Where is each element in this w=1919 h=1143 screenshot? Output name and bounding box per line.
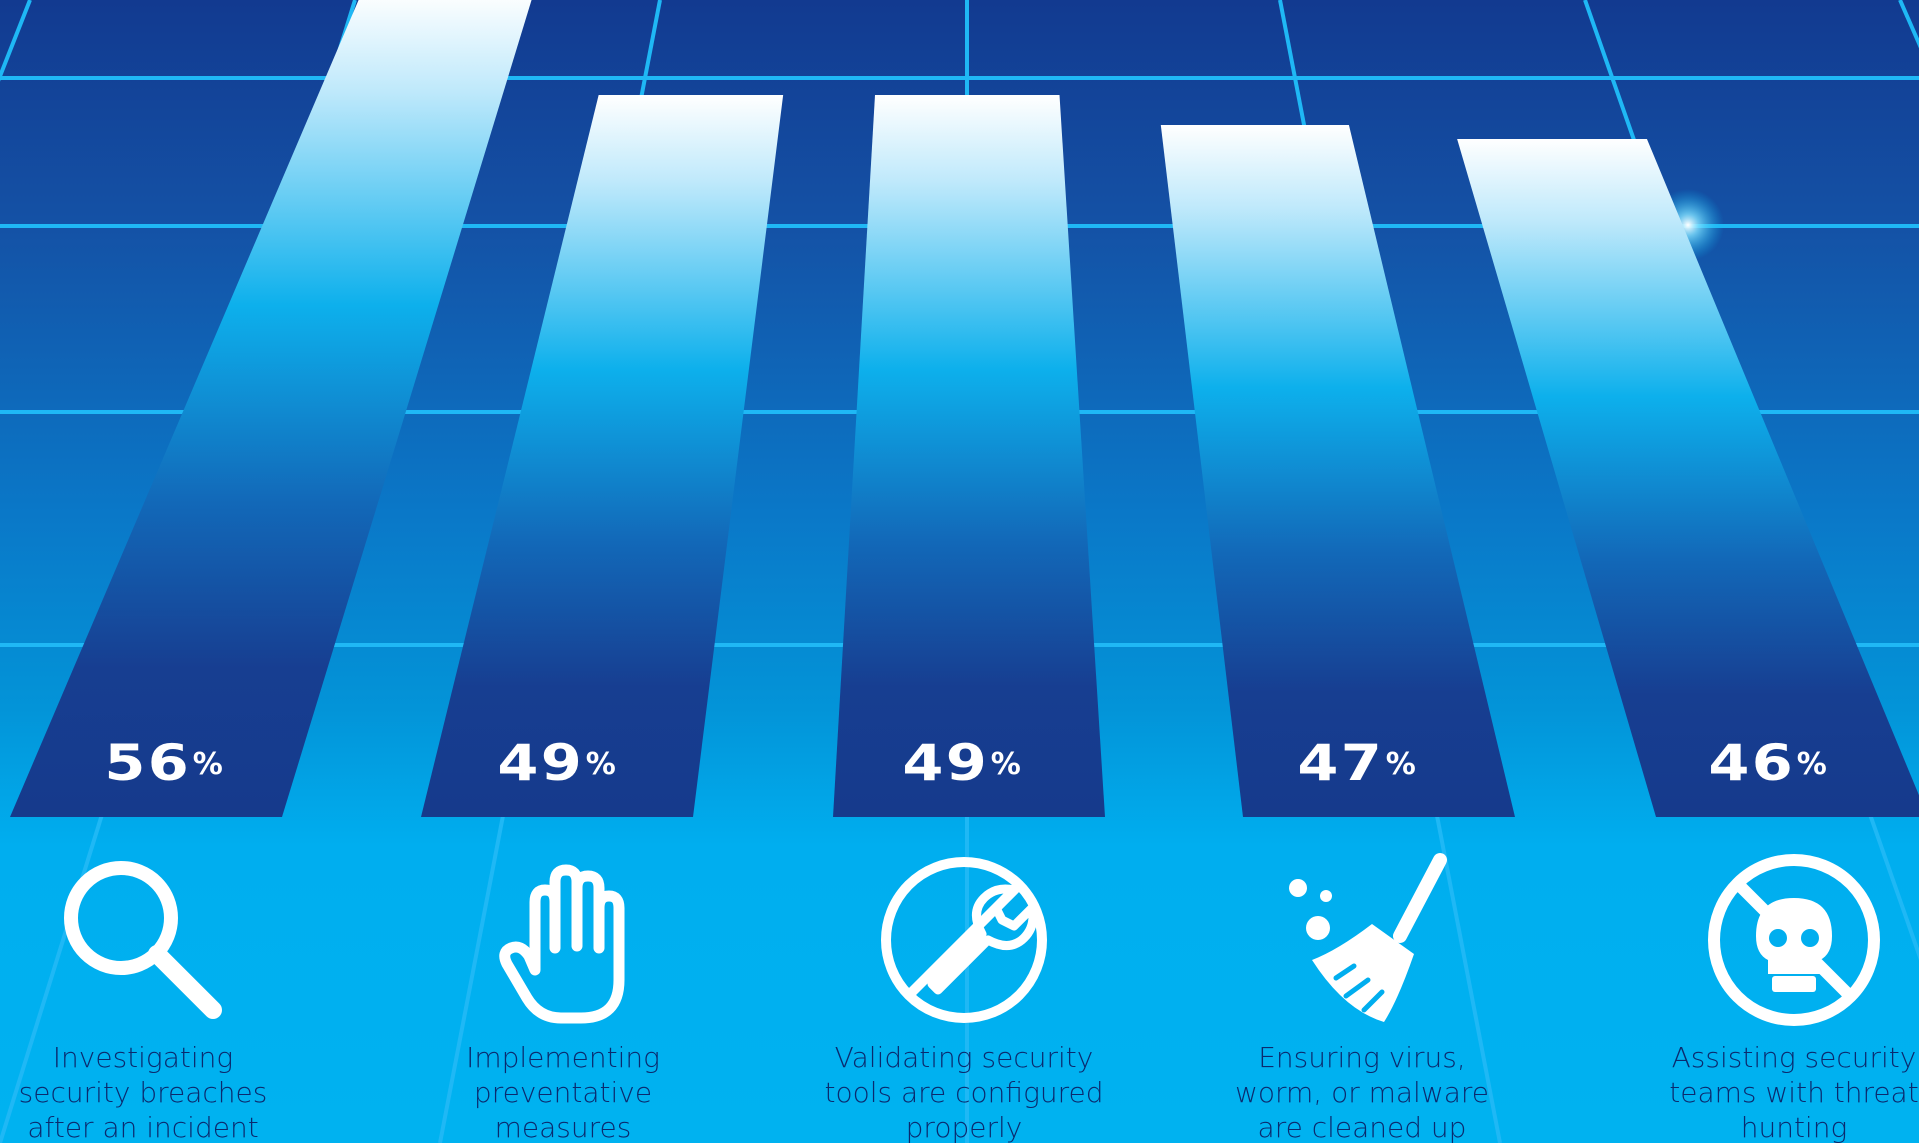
wrench-icon [874, 850, 1054, 1030]
value-label-number: 49 [902, 734, 990, 792]
bar-4 [1160, 125, 1515, 817]
value-label-2: 49% [451, 734, 671, 792]
no-skull-icon [1704, 850, 1884, 1030]
bar-2 [421, 95, 784, 817]
grid-line-vertical-1 [0, 0, 32, 82]
value-label-number: 46 [1708, 734, 1796, 792]
value-label-unit: % [990, 747, 1023, 782]
bar-3 [833, 95, 1105, 817]
grid-line-vertical-7 [1898, 0, 1919, 49]
value-label-number: 56 [104, 734, 192, 792]
value-label-1: 56% [58, 734, 278, 792]
category-label-5: Assisting security teams with threat hun… [1669, 1041, 1919, 1143]
category-label-3: Validating security tools are configured… [824, 1041, 1104, 1143]
search-icon [53, 850, 233, 1030]
value-label-4: 47% [1251, 734, 1471, 792]
category-label-2: Implementing preventative measures [466, 1041, 660, 1143]
bar-5 [1457, 139, 1919, 817]
category-label-1: Investigating security breaches after an… [18, 1041, 268, 1143]
bar-1 [10, 0, 532, 817]
value-label-number: 49 [497, 734, 585, 792]
hand-stop-icon [473, 850, 653, 1030]
value-label-5: 46% [1662, 734, 1882, 792]
value-label-unit: % [192, 747, 225, 782]
category-label-4: Ensuring virus, worm, or malware are cle… [1234, 1041, 1490, 1143]
broom-icon [1272, 850, 1452, 1030]
value-label-3: 49% [856, 734, 1076, 792]
value-label-unit: % [1796, 747, 1829, 782]
value-label-unit: % [585, 747, 618, 782]
value-label-unit: % [1385, 747, 1418, 782]
bars-layer [10, 0, 1919, 817]
value-label-number: 47 [1297, 734, 1385, 792]
